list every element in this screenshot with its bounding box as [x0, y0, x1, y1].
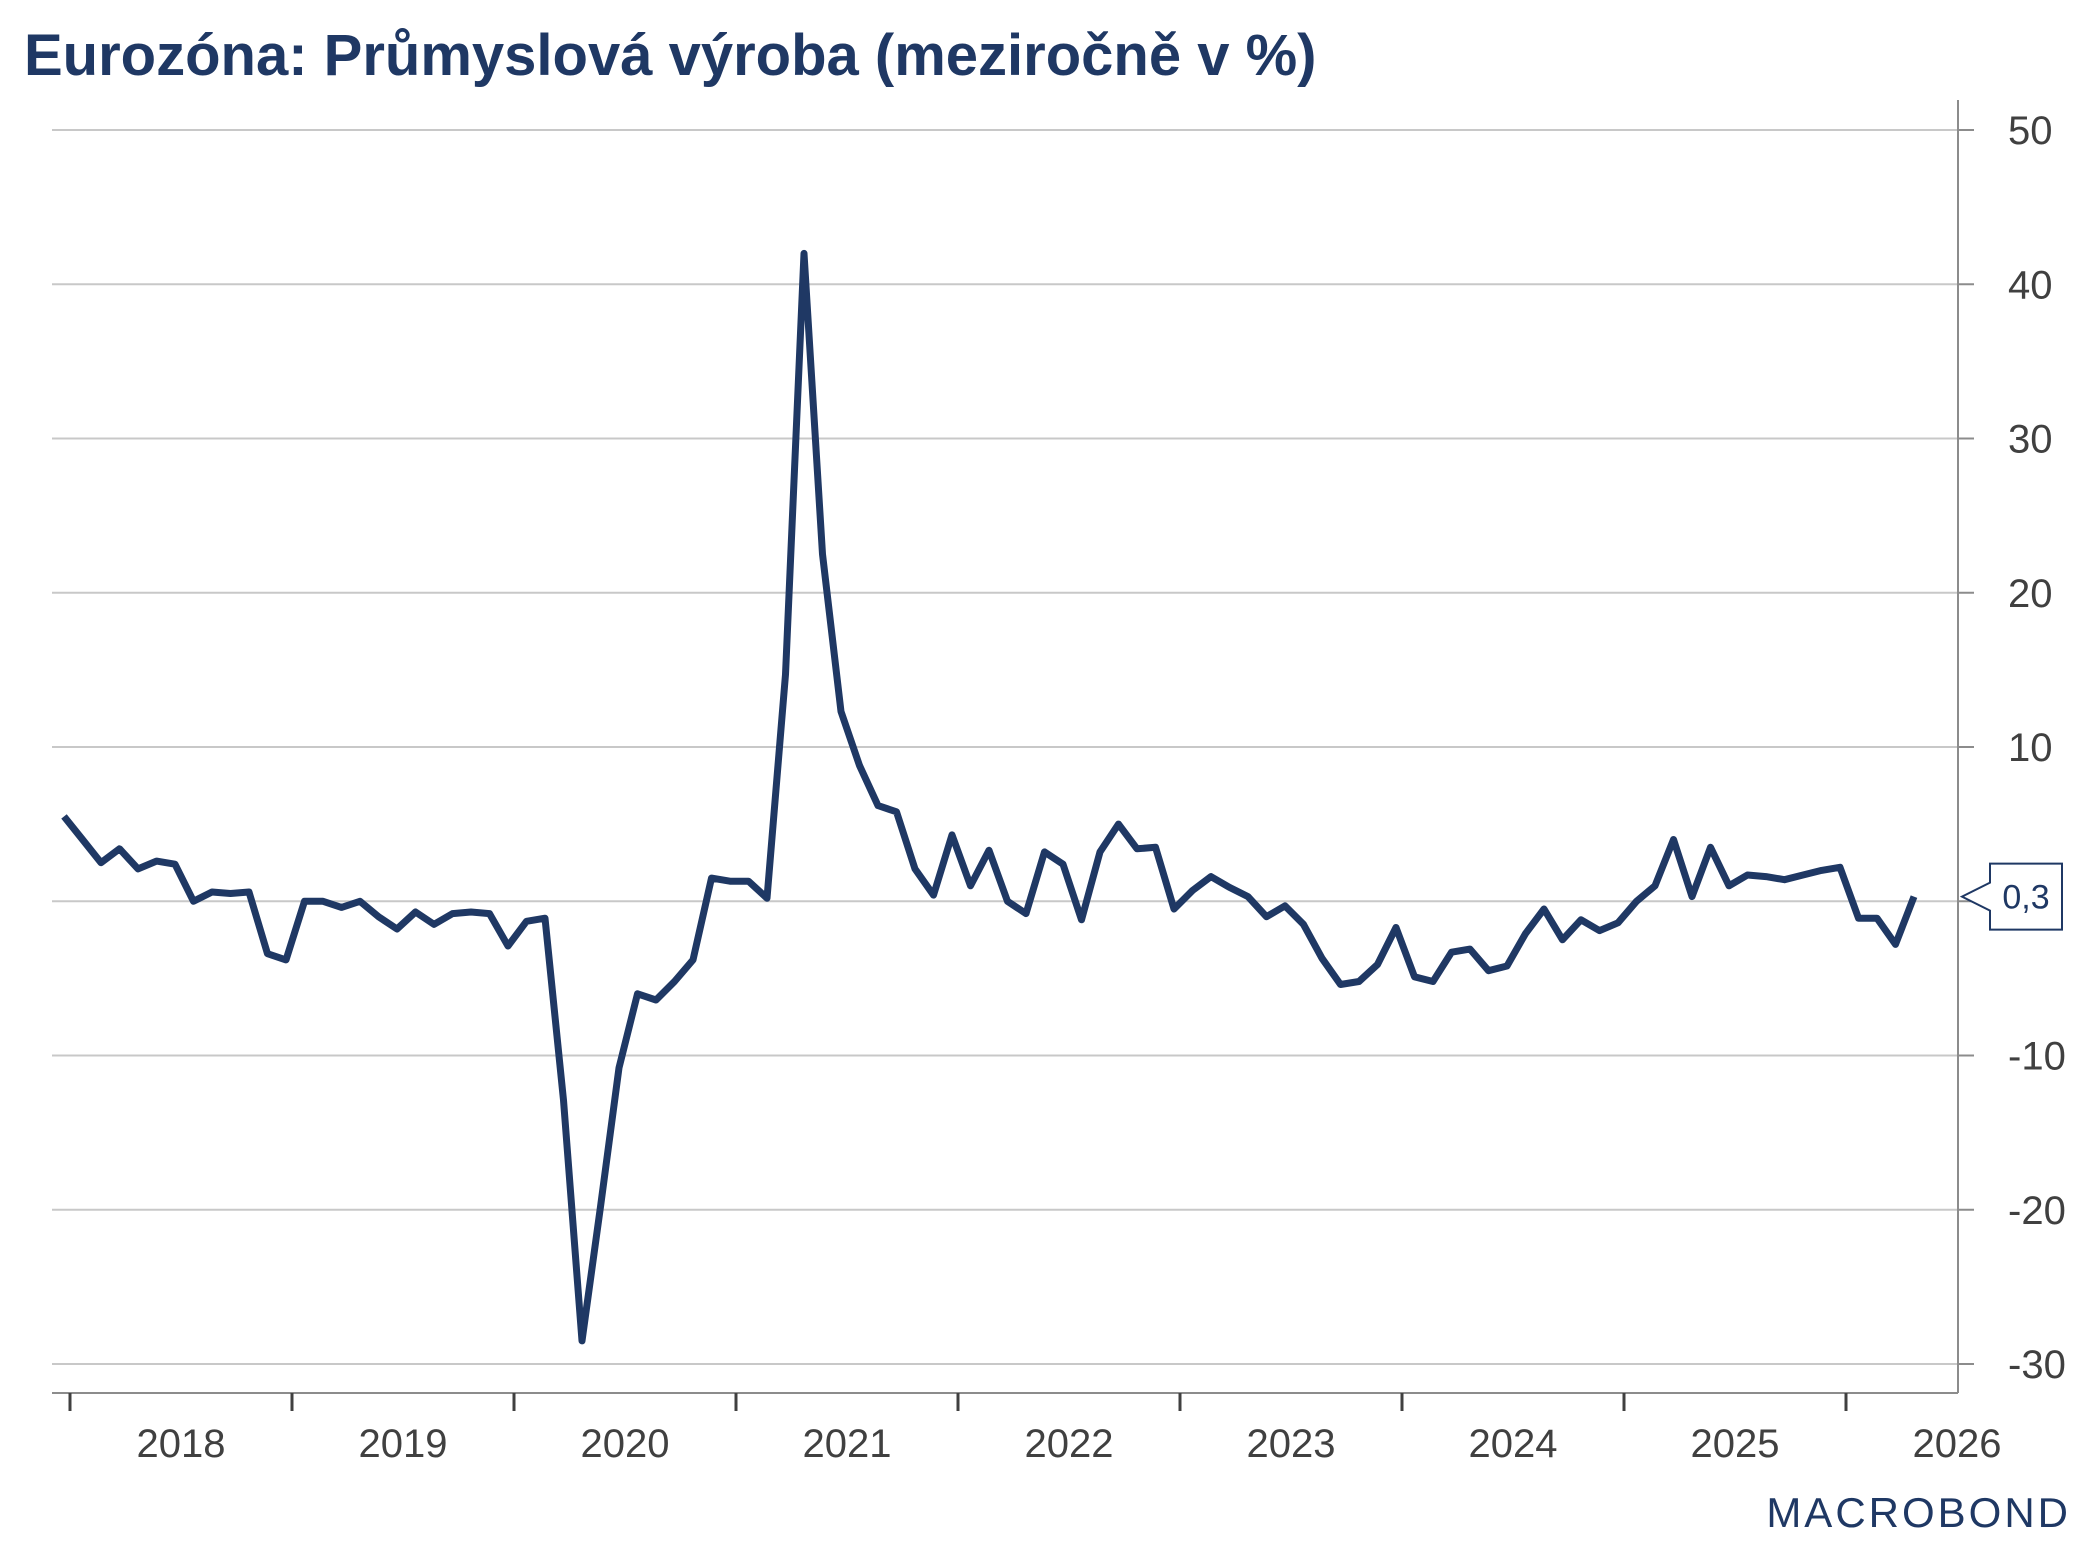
y-tick-label: 30	[2008, 418, 2053, 462]
x-tick-label: 2022	[1025, 1422, 1114, 1466]
y-tick-label: 20	[2008, 572, 2053, 616]
x-tick-label: 2024	[1469, 1422, 1558, 1466]
x-tick-label: 2025	[1691, 1422, 1780, 1466]
x-tick-label: 2018	[137, 1422, 226, 1466]
macrobond-logo: MACROBOND	[1753, 1483, 2073, 1548]
x-tick-label: 2019	[359, 1422, 448, 1466]
value-label-layer: 0,3	[1959, 862, 2063, 931]
x-tick-label: 2021	[803, 1422, 892, 1466]
chart-title: Eurozóna: Průmyslová výroba (meziročně v…	[24, 23, 1317, 88]
y-tick-label: 40	[2008, 263, 2053, 307]
x-tick-label: 2023	[1247, 1422, 1336, 1466]
last-value-callout	[1959, 862, 2063, 931]
series-line	[61, 249, 1918, 1345]
x-tick-label: 2020	[581, 1422, 670, 1466]
series-layer	[61, 249, 1918, 1345]
y-tick-label: -20	[2008, 1189, 2066, 1233]
gridlines	[52, 129, 1958, 1365]
logo-text: MACROBOND	[1766, 1489, 2071, 1536]
y-tick-label: -30	[2008, 1343, 2066, 1387]
y-tick-label: 50	[2008, 109, 2053, 153]
x-tick-label: 2026	[1913, 1422, 2002, 1466]
axes: 50403020100-10-20-3020182019202020212022…	[52, 100, 2066, 1466]
y-tick-label: 10	[2008, 726, 2053, 770]
last-value-label: 0,3	[2002, 879, 2049, 917]
y-tick-label: -10	[2008, 1035, 2066, 1079]
